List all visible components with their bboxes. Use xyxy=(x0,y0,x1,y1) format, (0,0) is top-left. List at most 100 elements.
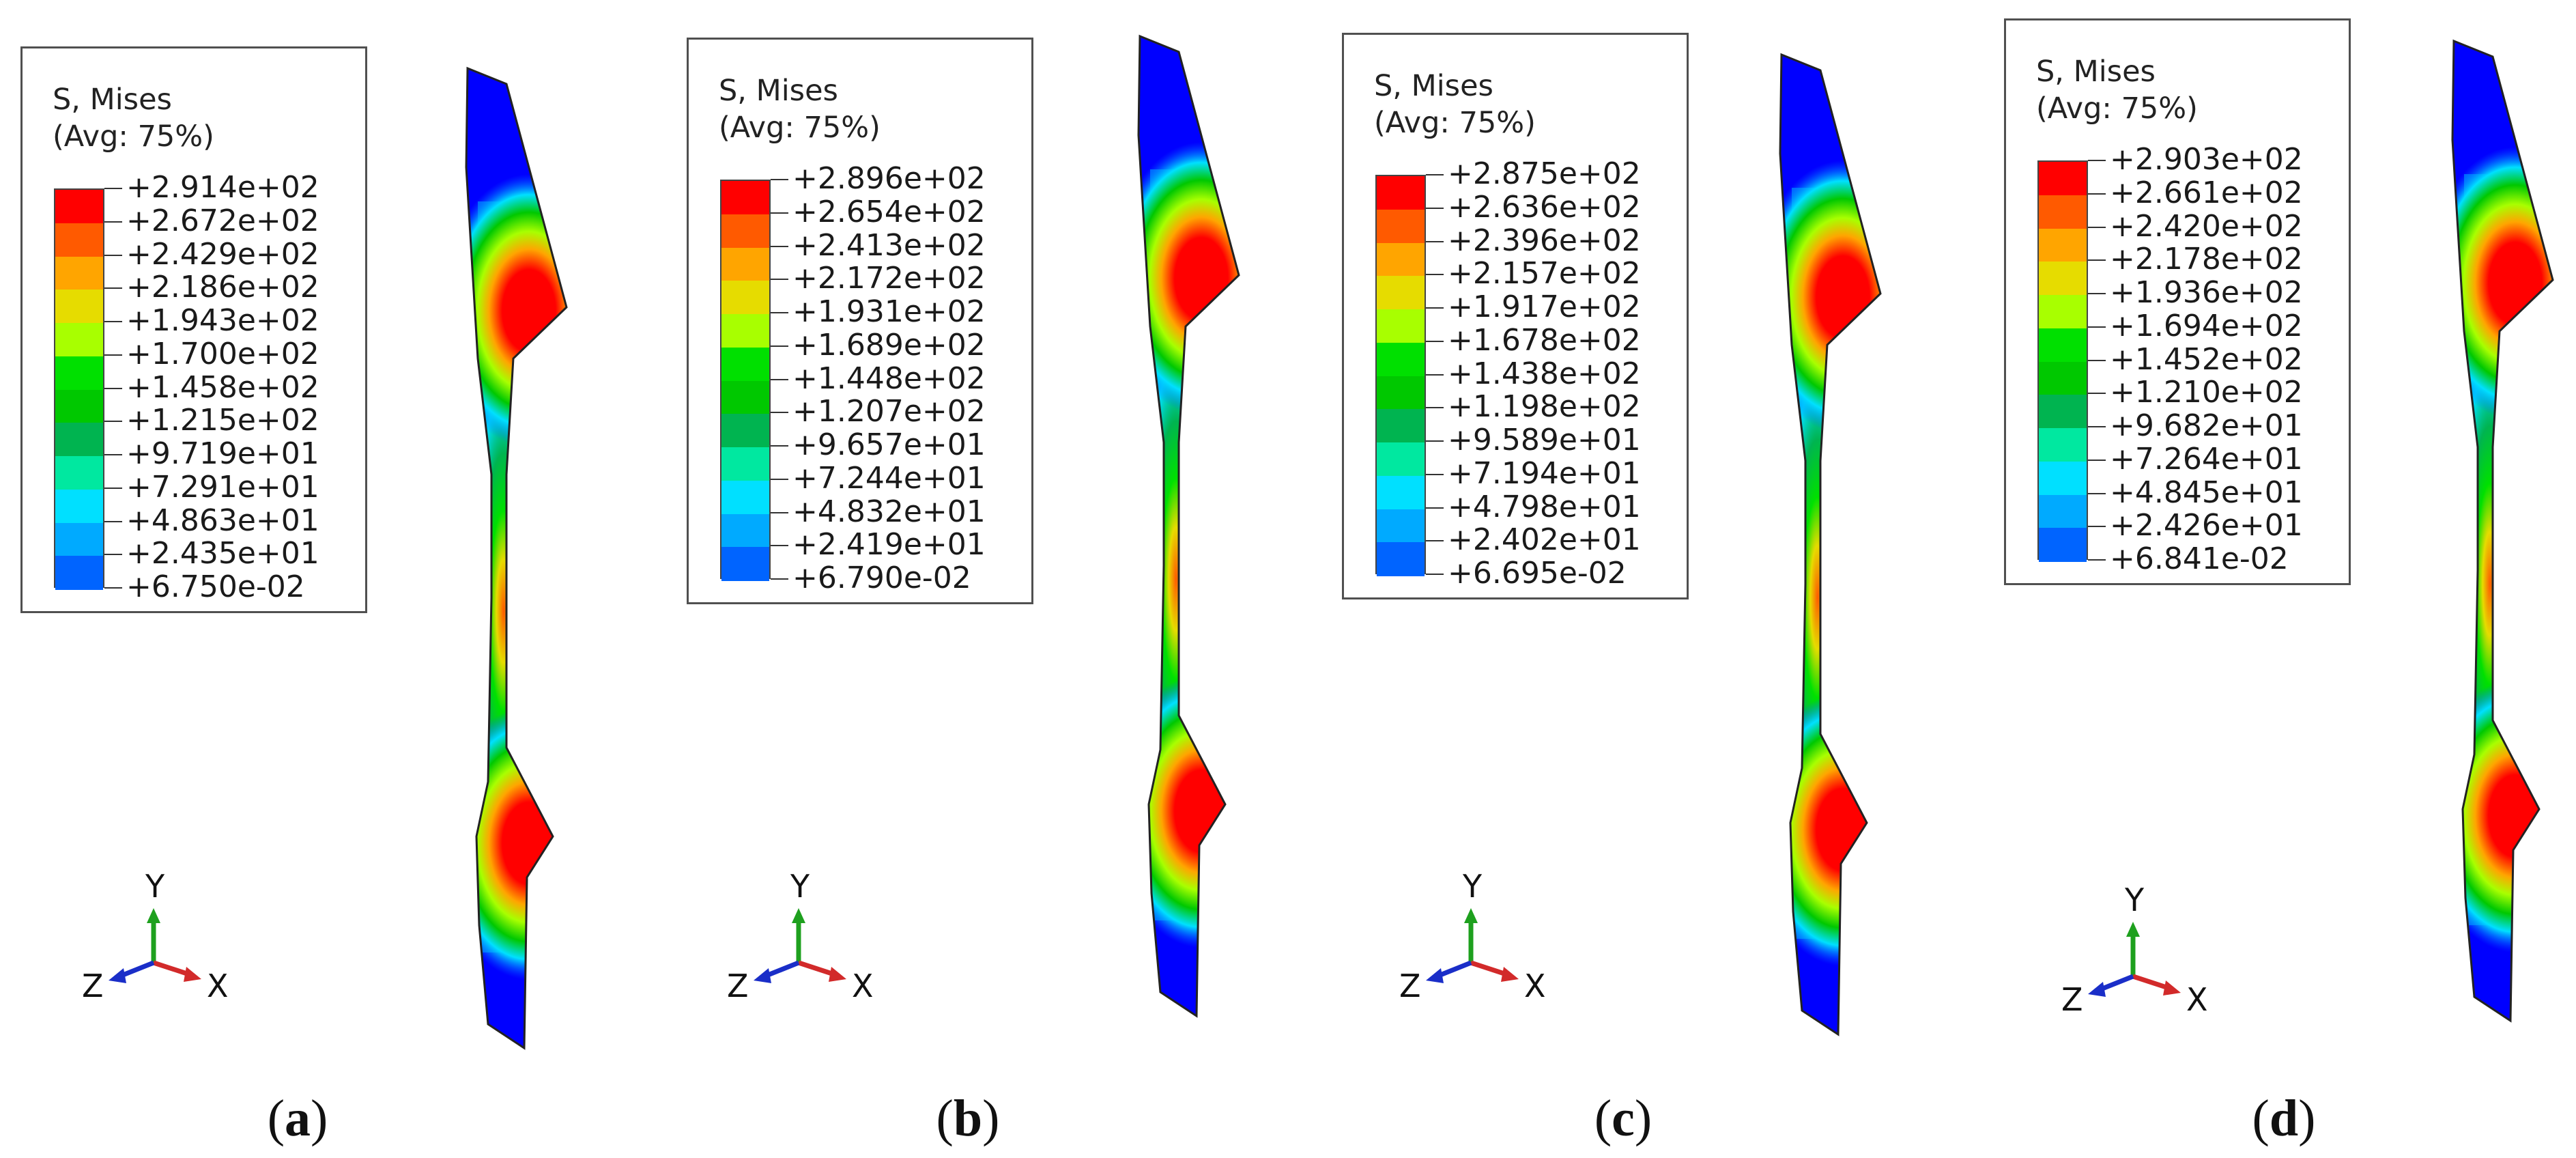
label-close-paren: ) xyxy=(982,1090,1000,1147)
color-band xyxy=(2039,461,2087,495)
color-band xyxy=(55,223,103,257)
legend-value: +2.396e+02 xyxy=(1448,223,1641,258)
legend-tick xyxy=(104,587,122,589)
legend-tick xyxy=(2088,492,2106,494)
legend-value: +1.448e+02 xyxy=(792,361,986,396)
triad-z-label: Z xyxy=(2061,981,2083,1018)
z-axis-arrow xyxy=(1435,960,1472,979)
color-band xyxy=(721,513,769,548)
legend-box: S, Mises (Avg: 75%) +2.896e+02 +2.654e+02 +2… xyxy=(687,38,1033,604)
color-band xyxy=(55,323,103,357)
x-arrow-head xyxy=(1501,967,1519,982)
legend-value: +1.452e+02 xyxy=(2110,341,2303,377)
legend-tick xyxy=(1426,307,1444,309)
color-band xyxy=(55,389,103,423)
x-arrow-head xyxy=(2163,980,2181,995)
label-letter: c xyxy=(1612,1090,1635,1147)
label-letter: a xyxy=(285,1090,311,1147)
legend-tick xyxy=(104,321,122,322)
legend-subtitle: (Avg: 75%) xyxy=(719,111,881,145)
z-arrow-head xyxy=(109,968,126,983)
legend-value: +1.917e+02 xyxy=(1448,290,1641,324)
legend-tick xyxy=(771,511,788,513)
color-band xyxy=(721,247,769,281)
legend-value: +9.719e+01 xyxy=(126,436,319,471)
label-close-paren: ) xyxy=(311,1090,328,1147)
legend-value: +2.896e+02 xyxy=(792,161,986,196)
legend-subtitle: (Avg: 75%) xyxy=(53,119,214,154)
legend-tick xyxy=(2088,459,2106,461)
legend-tick xyxy=(1426,373,1444,376)
color-band xyxy=(1377,209,1425,243)
legend-value: +2.413e+02 xyxy=(792,227,986,263)
legend-value: +4.798e+01 xyxy=(1448,489,1641,524)
panel-label: (a) xyxy=(243,1089,352,1148)
color-band xyxy=(55,556,103,590)
legend-value: +1.438e+02 xyxy=(1448,356,1641,391)
legend-tick xyxy=(771,212,788,214)
triad-z-label: Z xyxy=(727,968,749,1004)
legend-value: +4.863e+01 xyxy=(126,503,319,538)
legend-tick xyxy=(771,312,788,313)
legend-value: +1.943e+02 xyxy=(126,303,319,338)
triad-z-label: Z xyxy=(82,968,104,1004)
color-band xyxy=(2039,262,2087,296)
legend-tick xyxy=(1426,240,1444,242)
label-letter: b xyxy=(953,1090,983,1147)
legend-title: S, Mises xyxy=(719,74,838,108)
color-band xyxy=(2039,328,2087,362)
color-band xyxy=(1377,176,1425,210)
legend-tick xyxy=(771,179,788,180)
legend-value: +7.291e+01 xyxy=(126,469,319,505)
legend-value: +1.198e+02 xyxy=(1448,389,1641,425)
color-band xyxy=(1377,242,1425,277)
legend-tick xyxy=(104,387,122,389)
legend-tick xyxy=(104,354,122,356)
color-band xyxy=(1377,409,1425,443)
color-band xyxy=(55,190,103,224)
legend-value: +1.700e+02 xyxy=(126,336,319,371)
legend-value: +1.678e+02 xyxy=(1448,322,1641,358)
coordinate-triad-icon: Y X Z xyxy=(2061,881,2208,1018)
x-arrow-head xyxy=(184,967,201,982)
legend-value: +2.636e+02 xyxy=(1448,189,1641,225)
legend-tick xyxy=(1426,507,1444,509)
color-band xyxy=(55,522,103,556)
color-band xyxy=(1377,276,1425,310)
color-band xyxy=(721,347,769,381)
legend-value: +6.841e-02 xyxy=(2110,541,2289,576)
legend-value: +2.435e+01 xyxy=(126,536,319,571)
legend-title: S, Mises xyxy=(1374,69,1493,103)
legend-tick xyxy=(104,188,122,189)
panel-label: (b) xyxy=(913,1089,1022,1148)
legend-value: +9.682e+01 xyxy=(2110,408,2303,443)
label-open-paren: ( xyxy=(267,1090,285,1147)
color-band xyxy=(721,480,769,514)
legend-tick xyxy=(1426,440,1444,442)
color-band xyxy=(2039,228,2087,262)
color-band xyxy=(55,489,103,523)
legend-tick xyxy=(2088,293,2106,294)
stress-contour-part xyxy=(1137,34,1240,1018)
z-axis-arrow xyxy=(763,960,800,979)
legend-value: +1.458e+02 xyxy=(126,369,319,405)
color-band xyxy=(2039,361,2087,395)
label-open-paren: ( xyxy=(1594,1090,1612,1147)
legend-value: +9.657e+01 xyxy=(792,427,986,462)
color-band xyxy=(721,314,769,348)
legend-tick xyxy=(1426,174,1444,175)
legend-value: +2.186e+02 xyxy=(126,270,319,305)
triad-z-label: Z xyxy=(1399,968,1421,1004)
y-arrow-head xyxy=(792,908,805,923)
legend-tick xyxy=(104,520,122,522)
legend-value: +2.654e+02 xyxy=(792,194,986,229)
legend-value: +7.194e+01 xyxy=(1448,455,1641,491)
legend-tick xyxy=(771,245,788,247)
label-letter: d xyxy=(2269,1090,2299,1147)
legend-tick xyxy=(2088,426,2106,427)
color-band xyxy=(1377,376,1425,410)
legend-tick xyxy=(2088,160,2106,161)
legend-value: +2.178e+02 xyxy=(2110,242,2303,277)
legend-tick xyxy=(2088,326,2106,328)
legend-value: +2.402e+01 xyxy=(1448,522,1641,558)
